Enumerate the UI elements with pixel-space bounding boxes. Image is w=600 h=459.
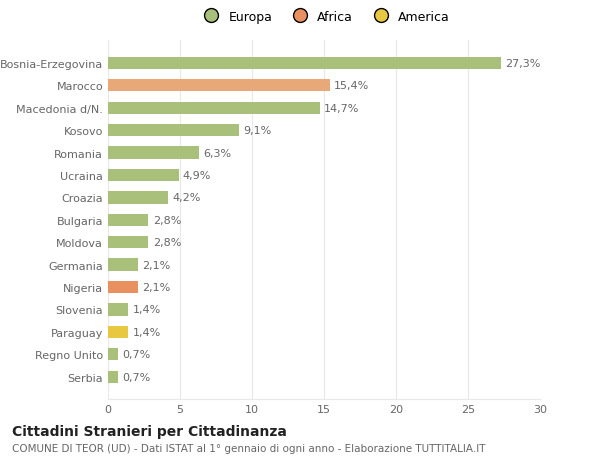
Text: 0,7%: 0,7% [122, 372, 151, 382]
Bar [108, 214, 148, 226]
Bar [108, 147, 199, 159]
Bar [108, 169, 179, 182]
Text: 2,1%: 2,1% [143, 260, 171, 270]
Text: 27,3%: 27,3% [505, 59, 541, 69]
Text: 15,4%: 15,4% [334, 81, 370, 91]
Text: 2,8%: 2,8% [152, 238, 181, 248]
Bar [108, 102, 320, 115]
Text: 4,9%: 4,9% [183, 171, 211, 180]
Bar [108, 348, 118, 361]
Text: 6,3%: 6,3% [203, 148, 231, 158]
Text: 2,8%: 2,8% [152, 215, 181, 225]
Text: Cittadini Stranieri per Cittadinanza: Cittadini Stranieri per Cittadinanza [12, 425, 287, 438]
Bar [108, 57, 501, 70]
Text: 1,4%: 1,4% [133, 327, 161, 337]
Bar [108, 281, 138, 294]
Text: COMUNE DI TEOR (UD) - Dati ISTAT al 1° gennaio di ogni anno - Elaborazione TUTTI: COMUNE DI TEOR (UD) - Dati ISTAT al 1° g… [12, 443, 485, 453]
Bar [108, 125, 239, 137]
Text: 0,7%: 0,7% [122, 350, 151, 359]
Bar [108, 326, 128, 338]
Bar [108, 304, 128, 316]
Bar [108, 371, 118, 383]
Bar [108, 192, 169, 204]
Text: 1,4%: 1,4% [133, 305, 161, 315]
Text: 14,7%: 14,7% [324, 103, 359, 113]
Text: 4,2%: 4,2% [173, 193, 201, 203]
Text: 9,1%: 9,1% [244, 126, 272, 136]
Text: 2,1%: 2,1% [143, 282, 171, 292]
Legend: Europa, Africa, America: Europa, Africa, America [196, 8, 452, 26]
Bar [108, 259, 138, 271]
Bar [108, 236, 148, 249]
Bar [108, 80, 330, 92]
